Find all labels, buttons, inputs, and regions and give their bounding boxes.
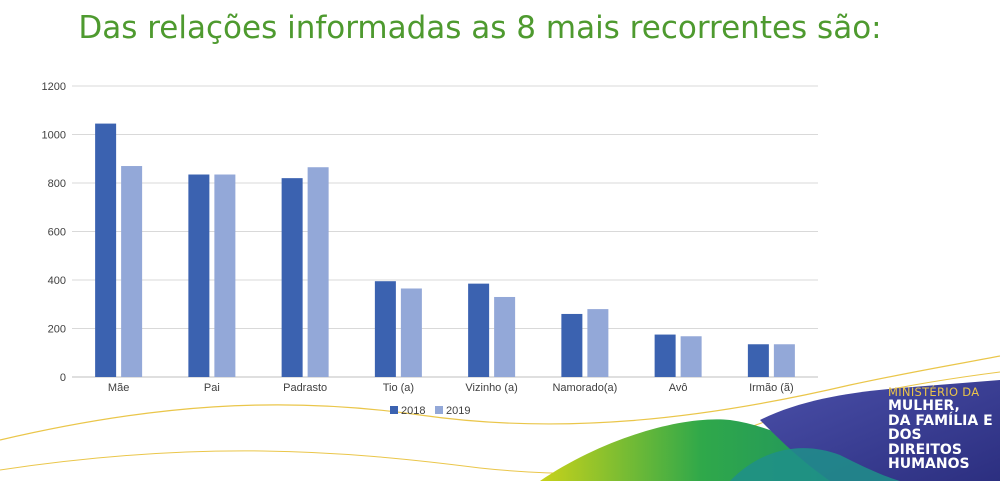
chart-gridlines (72, 85, 818, 378)
legend-label: 2019 (446, 405, 470, 417)
slide-title: Das relações informadas as 8 mais recorr… (78, 10, 882, 46)
bar-2018-4 (468, 283, 490, 377)
bar-2019-3 (400, 288, 422, 377)
y-tick-label: 800 (48, 178, 66, 190)
x-tick-label: Irmão (ã) (749, 382, 794, 394)
bar-2018-6 (654, 334, 676, 377)
bar-2019-0 (121, 166, 143, 377)
logo-line-1: MINISTÉRIO DA (888, 385, 980, 399)
x-tick-label: Vizinho (a) (465, 382, 517, 394)
chart-legend: 2018 2019 (390, 405, 470, 417)
ministry-logo: MINISTÉRIO DA MULHER, DA FAMÍLIA E DOS D… (888, 386, 1000, 472)
bar-2019-1 (214, 174, 236, 377)
bar-2018-1 (188, 174, 210, 377)
bar-2018-2 (281, 178, 303, 377)
x-tick-label: Namorado(a) (552, 382, 617, 394)
bar-2019-2 (307, 167, 329, 377)
bar-2018-5 (561, 313, 583, 377)
logo-line-5: HUMANOS (888, 456, 970, 472)
bar-2019-6 (680, 336, 702, 377)
y-tick-label: 600 (48, 227, 66, 239)
x-tick-label: Padrasto (283, 382, 327, 394)
x-tick-label: Mãe (108, 382, 129, 394)
x-tick-label: Avô (669, 382, 688, 394)
x-tick-label: Pai (204, 382, 220, 394)
bar-2019-5 (587, 309, 609, 377)
bar-2018-3 (374, 281, 396, 377)
chart-bars (95, 123, 795, 378)
y-tick-label: 0 (60, 372, 66, 384)
y-axis: 0 200 400 600 800 1000 1200 (42, 81, 66, 384)
legend-swatch-2019 (435, 406, 443, 414)
x-axis: Mãe Pai Padrasto Tio (a) Vizinho (a) Namorado… (108, 382, 794, 394)
x-tick-label: Tio (a) (383, 382, 414, 394)
logo-line-4: DOS DIREITOS (888, 427, 962, 458)
decorative-curve-yellow (0, 355, 1000, 441)
y-tick-label: 1000 (42, 130, 66, 142)
decorative-wave-teal (730, 448, 900, 481)
bar-2019-7 (773, 344, 795, 377)
bar-2018-7 (747, 344, 769, 377)
y-tick-label: 200 (48, 324, 66, 336)
bar-2018-0 (95, 123, 117, 378)
y-tick-label: 400 (48, 275, 66, 287)
logo-line-2: MULHER, (888, 398, 960, 414)
legend-label: 2018 (401, 405, 425, 417)
bar-2019-4 (494, 296, 516, 377)
y-tick-label: 1200 (42, 81, 66, 93)
legend-swatch-2018 (390, 406, 398, 414)
logo-line-3: DA FAMÍLIA E (888, 412, 993, 429)
